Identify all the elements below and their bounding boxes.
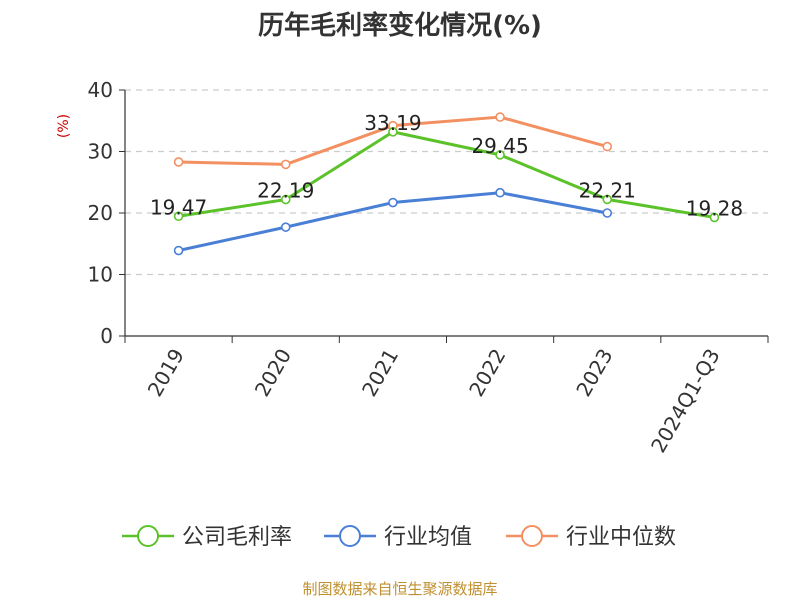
legend-label: 公司毛利率	[182, 525, 292, 550]
series-2	[173, 112, 613, 170]
chart-title: 历年毛利率变化情况(%)	[258, 10, 542, 41]
data-point[interactable]	[388, 197, 398, 208]
data-point[interactable]	[602, 208, 613, 218]
legend-marker	[137, 525, 159, 547]
y-axis-label: (%)	[56, 114, 72, 138]
data-point[interactable]	[280, 194, 291, 205]
data-label: 29.45	[471, 134, 528, 158]
data-label: 19.47	[150, 195, 207, 219]
x-tick-label: 2020	[250, 345, 296, 401]
data-point[interactable]	[280, 159, 291, 170]
data-label: 22.19	[257, 179, 314, 203]
y-tick-label: 0	[100, 324, 113, 348]
x-tick-label: 2021	[357, 345, 403, 401]
x-tick-label: 2023	[571, 345, 617, 401]
legend-item[interactable]: 行业中位数	[506, 525, 676, 550]
legend-label: 行业均值	[384, 525, 472, 550]
legend-item[interactable]: 公司毛利率	[122, 525, 292, 550]
data-point[interactable]	[495, 112, 505, 122]
data-label: 33.19	[364, 111, 421, 135]
data-point[interactable]	[602, 141, 613, 152]
series-1	[173, 187, 613, 256]
y-tick-label: 30	[88, 140, 113, 164]
data-point[interactable]	[495, 150, 505, 160]
axes: 0 10 20 30 40 2019 2020 2021 2022 2023 2024Q1-Q3	[88, 78, 769, 457]
series-line	[178, 130, 715, 219]
data-label: 19.28	[686, 196, 743, 220]
data-point[interactable]	[495, 187, 505, 198]
data-point[interactable]	[173, 157, 184, 167]
data-labels: 19.47 22.19 33.19 29.45 22.21 19.28	[150, 111, 743, 221]
data-point[interactable]	[173, 211, 184, 222]
data-label: 22.21	[579, 178, 636, 202]
x-tick-label: 2022	[464, 345, 510, 401]
data-point[interactable]	[280, 222, 291, 232]
grid-lines	[125, 89, 768, 276]
series-group	[173, 112, 720, 256]
legend-marker	[339, 525, 361, 547]
data-point[interactable]	[173, 245, 184, 256]
y-tick-label: 10	[88, 263, 113, 287]
legend[interactable]: 公司毛利率 行业均值 行业中位数	[122, 525, 676, 550]
legend-label: 行业中位数	[566, 525, 676, 550]
source-note: 制图数据来自恒生聚源数据库	[302, 580, 497, 598]
data-point[interactable]	[709, 212, 720, 223]
legend-item[interactable]: 行业均值	[324, 525, 472, 550]
legend-marker	[521, 525, 543, 547]
y-tick-label: 20	[88, 201, 113, 225]
data-point[interactable]	[602, 194, 613, 205]
series-0	[173, 127, 720, 223]
data-point[interactable]	[388, 127, 398, 137]
x-tick-label: 2024Q1-Q3	[646, 345, 725, 457]
y-tick-label: 40	[88, 78, 113, 102]
x-tick-label: 2019	[143, 345, 189, 401]
